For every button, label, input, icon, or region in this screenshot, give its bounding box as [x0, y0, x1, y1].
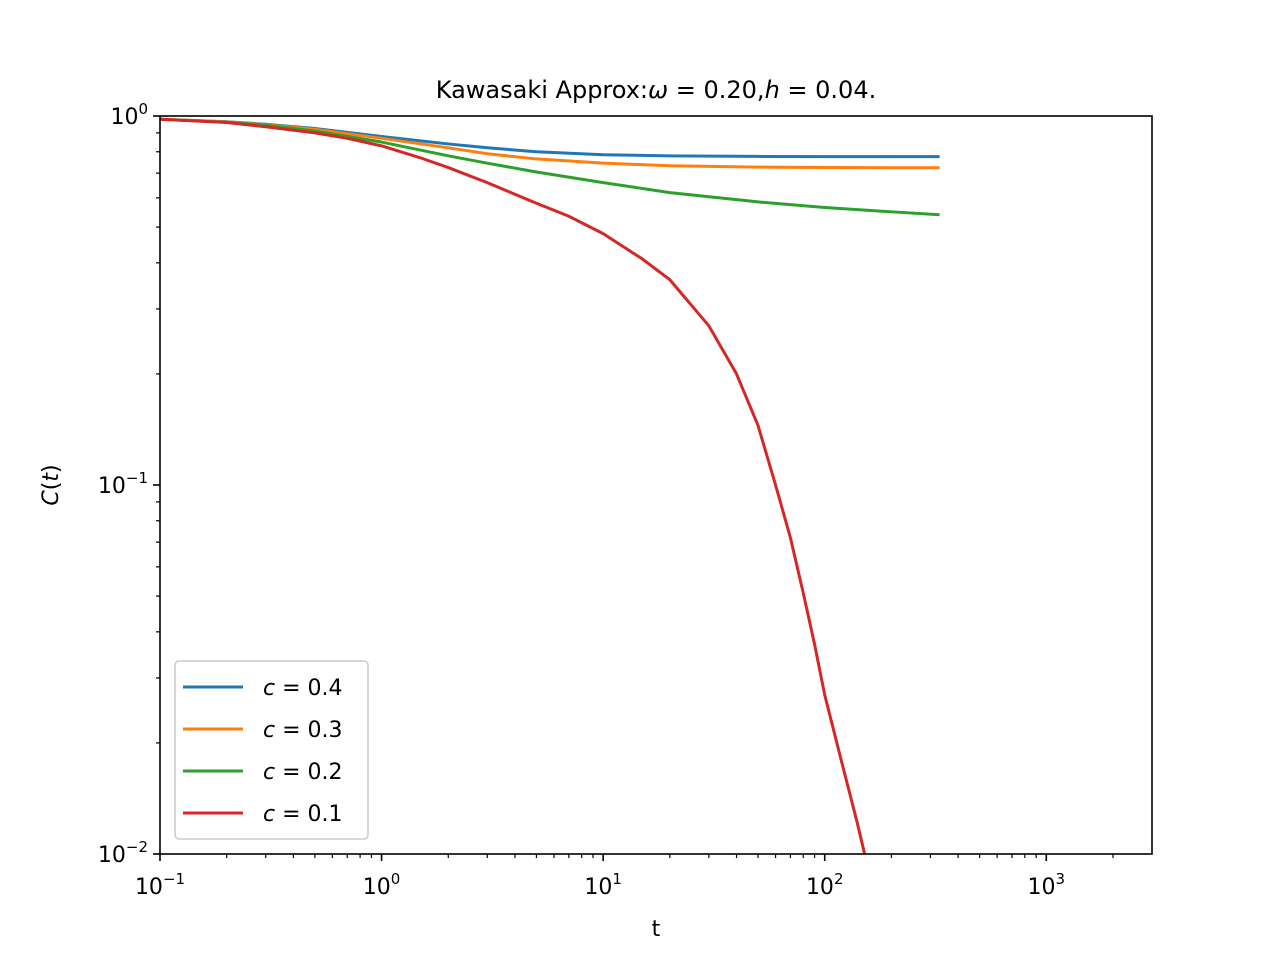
x-axis-label: t — [652, 917, 661, 942]
series-line-3 — [160, 117, 940, 217]
x-tick-label: 103 — [1028, 870, 1066, 900]
x-tick-label: 102 — [806, 870, 844, 900]
legend-label: c = 0.2 — [263, 760, 343, 785]
legend: c = 0.4 c = 0.3 c = 0.2 c = 0.1 — [174, 660, 369, 840]
x-tick-label: 101 — [584, 870, 622, 900]
series-line-4 — [160, 117, 867, 854]
legend-label: c = 0.3 — [263, 718, 343, 743]
chart-title: Kawasaki Approx:ω = 0.20,h = 0.04. — [436, 76, 876, 104]
legend-label: c = 0.4 — [263, 676, 343, 701]
x-tick-label: 10−1 — [135, 870, 185, 900]
y-tick-label: 10−2 — [98, 838, 148, 868]
legend-label: c = 0.1 — [263, 802, 343, 827]
x-tick-label: 100 — [363, 870, 401, 900]
y-axis-label: C(t) — [39, 464, 64, 505]
plot-layer — [160, 117, 940, 854]
y-tick-label: 10−1 — [98, 469, 148, 499]
y-tick-label: 100 — [110, 100, 148, 130]
legend-box — [174, 660, 369, 840]
